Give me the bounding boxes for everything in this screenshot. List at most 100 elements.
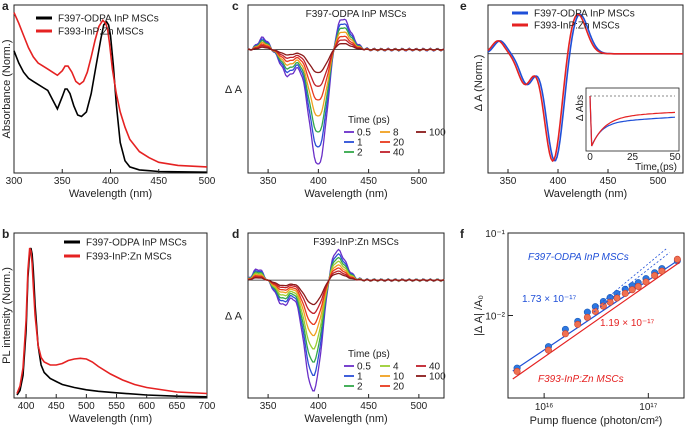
legend-label: 2 — [357, 148, 363, 159]
legend-label: F397-ODPA InP MSCs — [86, 238, 187, 249]
ta-trace-40ps — [247, 39, 445, 87]
y-axis-label: Δ A — [225, 84, 243, 96]
slope-label: 1.73 × 10⁻¹⁷ — [522, 294, 577, 305]
x-tick-label: 650 — [169, 401, 186, 412]
inset-x-tick-label: 25 — [627, 152, 639, 163]
panel-c: F397-ODPA InP MSCs 350 400 450 500 Wavelength… — [225, 4, 446, 200]
legend-label: 20 — [393, 138, 405, 149]
legend-label: 40 — [429, 362, 441, 373]
legend-label: 40 — [393, 148, 405, 159]
data-point — [606, 298, 614, 306]
x-tick-label: 400 — [550, 176, 567, 187]
x-tick-label: 400 — [310, 176, 327, 187]
panel-title: F397-ODPA InP MSCs — [306, 9, 407, 20]
y-axis-label: Δ A (Norm.) — [473, 55, 485, 112]
x-tick-label: 350 — [500, 176, 517, 187]
data-point — [599, 302, 607, 310]
x-tick-label: 450 — [150, 176, 167, 187]
fit-line — [512, 258, 681, 372]
legend-label: 10 — [393, 372, 405, 383]
panel-a: 300 350 400 450 500 Wavelength (nm) Absorbance… — [1, 4, 216, 200]
inset-x-label: Time (ps) — [635, 162, 677, 173]
legend-label: 2 — [357, 382, 363, 393]
x-tick-label: 400 — [102, 176, 119, 187]
legend-label: 0.5 — [357, 362, 371, 373]
abs-series-line — [13, 12, 208, 168]
plot-frame — [13, 232, 208, 399]
panel-label-c: c — [232, 0, 239, 13]
legend-label: 20 — [393, 382, 405, 393]
y-tick-label: 10⁻¹ — [485, 229, 505, 240]
legend-label: 100 — [429, 372, 446, 383]
plot-frame — [247, 4, 445, 174]
data-point — [634, 282, 642, 290]
pl-series-line — [16, 247, 208, 395]
y-axis-label: Δ A — [225, 311, 243, 323]
ta-trace-20ps — [247, 35, 445, 101]
inset-frame — [585, 87, 680, 152]
inset-y-label: Δ Abs — [575, 95, 586, 121]
inset-x-tick-label: 50 — [669, 152, 681, 163]
ta-trace-100ps — [248, 272, 445, 306]
x-tick-label: 10¹⁶ — [535, 402, 554, 413]
legend-label: 1 — [357, 372, 363, 383]
y-tick-label: 10⁻² — [485, 312, 505, 323]
data-point — [513, 367, 521, 375]
data-point — [658, 267, 666, 275]
x-axis-label: Pump fluence (photon/cm²) — [530, 415, 663, 427]
x-axis-label: Wavelength (nm) — [544, 188, 627, 200]
legend-label: 4 — [393, 362, 399, 373]
panel-title: F393-InP:Zn MSCs — [313, 237, 399, 248]
x-tick-label: 350 — [260, 401, 277, 412]
norm-ta-line — [487, 13, 683, 163]
plot-frame — [487, 4, 684, 174]
inset-decay-line — [589, 95, 676, 147]
plot-frame — [247, 232, 445, 399]
y-axis-label: PL intensity (Norm.) — [1, 267, 13, 364]
x-tick-label: 500 — [411, 401, 428, 412]
x-tick-label: 500 — [78, 401, 95, 412]
ta-trace-8ps — [247, 31, 445, 117]
fit-line — [512, 261, 681, 380]
x-tick-label: 700 — [199, 401, 216, 412]
slope-label: 1.19 × 10⁻¹⁷ — [600, 318, 655, 329]
x-axis-label: Wavelength (nm) — [69, 188, 152, 200]
series-label: F397-ODPA InP MSCs — [528, 252, 629, 263]
x-tick-label: 400 — [310, 401, 327, 412]
data-point — [642, 278, 650, 286]
panel-d: F393-InP:Zn MSCs 350 400 450 500 Wavelength (… — [225, 232, 446, 425]
linear-guide — [593, 252, 670, 313]
data-point — [583, 313, 591, 321]
data-point — [628, 286, 636, 294]
y-axis-label: Absorbance (Norm.) — [1, 39, 13, 138]
x-tick-label: 300 — [6, 176, 23, 187]
legend-title: Time (ps) — [348, 349, 390, 360]
x-tick-label: 450 — [360, 176, 377, 187]
legend-label: 1 — [357, 138, 363, 149]
legend-label: F397-ODPA InP MSCs — [534, 9, 635, 20]
data-point — [621, 289, 629, 297]
x-tick-label: 450 — [360, 401, 377, 412]
panel-label-e: e — [460, 0, 467, 13]
data-point — [561, 330, 569, 338]
ta-trace-1ps — [247, 23, 445, 148]
x-tick-label: 450 — [48, 401, 65, 412]
series-label: F393-InP:Zn MSCs — [538, 374, 624, 385]
data-point — [574, 320, 582, 328]
panel-f: 10⁻¹ 10⁻² 10¹⁶ 10¹⁷ F397-ODPA InP MSCs 1.73 ×… — [473, 229, 685, 427]
x-tick-label: 350 — [54, 176, 71, 187]
x-tick-label: 500 — [199, 176, 216, 187]
x-axis-label: Wavelength (nm) — [69, 413, 152, 425]
y-axis-label: |Δ A| /A₀ — [473, 295, 485, 336]
panel-label-d: d — [232, 227, 239, 241]
legend-label: 0.5 — [357, 128, 371, 139]
x-tick-label: 400 — [18, 401, 35, 412]
x-tick-label: 500 — [411, 176, 428, 187]
x-axis-label: Wavelength (nm) — [304, 413, 387, 425]
x-tick-label: 550 — [108, 401, 125, 412]
legend-label: F393-InP:Zn MSCs — [58, 27, 144, 38]
inset-x-tick-label: 0 — [587, 152, 593, 163]
legend-label: F393-InP:Zn MSCs — [534, 21, 620, 32]
